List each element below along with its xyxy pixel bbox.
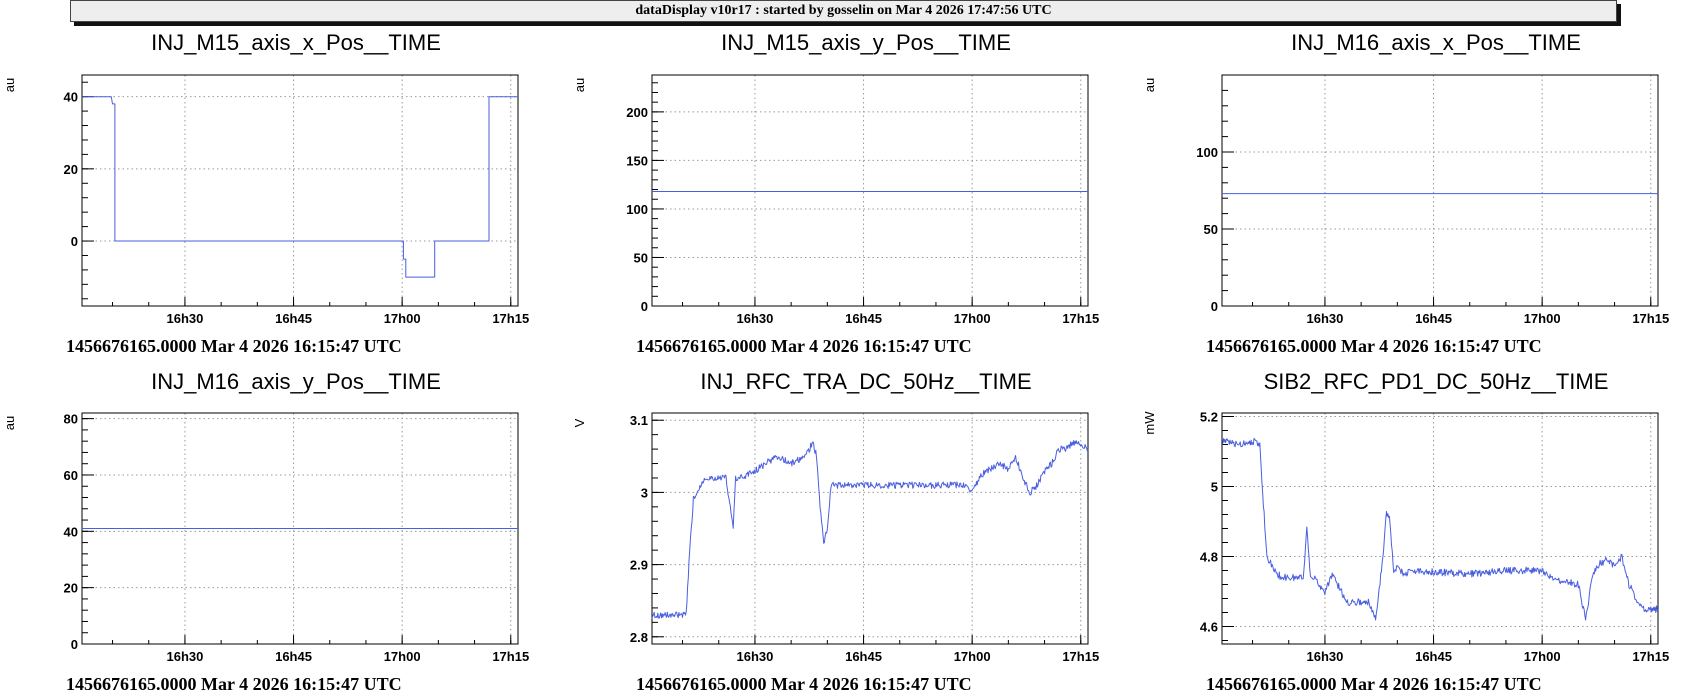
chart-title: INJ_RFC_TRA_DC_50Hz__TIME <box>700 369 1031 394</box>
timestamp-label: 1456676165.0000 Mar 4 2026 16:15:47 UTC <box>636 674 972 694</box>
x-tick-label: 16h45 <box>1415 649 1452 664</box>
timestamp-label: 1456676165.0000 Mar 4 2026 16:15:47 UTC <box>1206 336 1542 356</box>
y-tick-label: 3 <box>641 485 648 500</box>
y-tick-label: 4.6 <box>1200 620 1218 635</box>
y-tick-label: 4.8 <box>1200 550 1218 565</box>
header-banner: dataDisplay v10r17 : started by gosselin… <box>70 0 1617 22</box>
y-tick-label: 40 <box>64 524 78 539</box>
y-axis-unit-label: au <box>2 78 17 92</box>
y-tick-label: 80 <box>64 412 78 427</box>
y-tick-label: 20 <box>64 162 78 177</box>
chart-panel: INJ_RFC_TRA_DC_50Hz__TIME V 16h30 16h45 17h0… <box>572 369 1099 694</box>
x-tick-label: 17h00 <box>954 649 991 664</box>
y-tick-label: 60 <box>64 468 78 483</box>
x-tick-label: 16h30 <box>166 649 203 664</box>
y-axis-unit-label: mW <box>1142 411 1157 435</box>
y-tick-label: 50 <box>1204 222 1218 237</box>
x-tick-label: 16h30 <box>1306 649 1343 664</box>
chart-title: INJ_M15_axis_x_Pos__TIME <box>151 30 441 55</box>
timestamp-label: 1456676165.0000 Mar 4 2026 16:15:47 UTC <box>66 336 402 356</box>
x-tick-label: 17h15 <box>492 311 529 326</box>
x-tick-label: 16h30 <box>736 649 773 664</box>
chart-panel: SIB2_RFC_PD1_DC_50Hz__TIME mW 16h30 16h45 17… <box>1142 369 1669 694</box>
chart-title: INJ_M16_axis_y_Pos__TIME <box>151 369 441 394</box>
x-tick-label: 17h15 <box>1632 311 1669 326</box>
y-tick-label: 40 <box>64 90 78 105</box>
y-axis-unit-label: au <box>1142 78 1157 92</box>
y-tick-label: 3.1 <box>630 413 648 428</box>
x-tick-label: 17h00 <box>1524 649 1561 664</box>
chart-title: SIB2_RFC_PD1_DC_50Hz__TIME <box>1264 369 1609 394</box>
x-tick-label: 16h45 <box>275 649 312 664</box>
x-tick-label: 16h45 <box>1415 311 1452 326</box>
x-tick-label: 17h00 <box>384 649 421 664</box>
chart-title: INJ_M16_axis_x_Pos__TIME <box>1291 30 1581 55</box>
y-axis-unit-label: au <box>2 416 17 430</box>
y-tick-label: 20 <box>64 581 78 596</box>
timestamp-label: 1456676165.0000 Mar 4 2026 16:15:47 UTC <box>66 674 402 694</box>
series-line <box>651 440 1089 619</box>
x-tick-label: 17h15 <box>1632 649 1669 664</box>
series-line <box>82 96 518 278</box>
x-tick-label: 16h45 <box>275 311 312 326</box>
plot-frame <box>651 74 1089 307</box>
y-tick-label: 200 <box>626 105 648 120</box>
y-tick-label: 100 <box>1196 145 1218 160</box>
x-tick-label: 17h15 <box>1062 311 1099 326</box>
y-tick-label: 5 <box>1211 480 1218 495</box>
x-tick-label: 17h00 <box>954 311 991 326</box>
y-tick-label: 150 <box>626 153 648 168</box>
y-tick-label: 50 <box>634 250 648 265</box>
plot-frame <box>1221 74 1659 307</box>
series-line <box>1221 438 1659 621</box>
x-tick-label: 16h30 <box>736 311 773 326</box>
y-tick-label: 2.8 <box>630 630 648 645</box>
y-tick-label: 0 <box>641 299 648 314</box>
x-tick-label: 16h45 <box>845 311 882 326</box>
x-tick-label: 17h00 <box>1524 311 1561 326</box>
plot-frame <box>651 412 1089 645</box>
y-tick-label: 0 <box>71 234 78 249</box>
y-tick-label: 0 <box>71 637 78 652</box>
timestamp-label: 1456676165.0000 Mar 4 2026 16:15:47 UTC <box>1206 674 1542 694</box>
chart-title: INJ_M15_axis_y_Pos__TIME <box>721 30 1011 55</box>
x-tick-label: 17h15 <box>492 649 529 664</box>
header-title: dataDisplay v10r17 : started by gosselin… <box>635 3 1052 18</box>
x-tick-label: 16h30 <box>1306 311 1343 326</box>
y-tick-label: 0 <box>1211 299 1218 314</box>
y-tick-label: 100 <box>626 202 648 217</box>
x-tick-label: 16h45 <box>845 649 882 664</box>
plot-frame <box>81 74 519 307</box>
y-axis-unit-label: V <box>572 418 587 427</box>
timestamp-label: 1456676165.0000 Mar 4 2026 16:15:47 UTC <box>636 336 972 356</box>
x-tick-label: 17h15 <box>1062 649 1099 664</box>
plot-frame <box>1221 412 1659 645</box>
x-tick-label: 16h30 <box>166 311 203 326</box>
x-tick-label: 17h00 <box>384 311 421 326</box>
y-axis-unit-label: au <box>572 78 587 92</box>
y-tick-label: 2.9 <box>630 558 648 573</box>
y-tick-label: 5.2 <box>1200 410 1218 425</box>
